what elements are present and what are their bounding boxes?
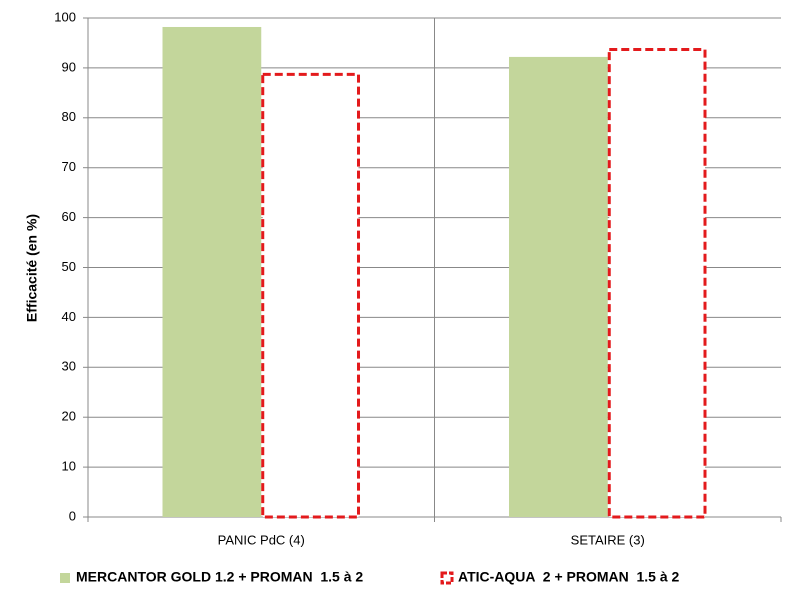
legend-swatch bbox=[440, 571, 454, 585]
y-tick-label: 100 bbox=[54, 9, 76, 24]
y-tick-label: 70 bbox=[62, 159, 76, 174]
y-tick-label: 20 bbox=[62, 409, 76, 424]
legend-label: MERCANTOR GOLD 1.2 + PROMAN 1.5 à 2 bbox=[76, 569, 363, 585]
bar bbox=[607, 47, 707, 519]
bar bbox=[508, 56, 608, 518]
bar bbox=[261, 72, 361, 519]
y-tick-label: 10 bbox=[62, 459, 76, 474]
y-tick-label: 40 bbox=[62, 309, 76, 324]
legend-swatch bbox=[60, 573, 70, 583]
x-tick-label: PANIC PdC (4) bbox=[218, 532, 305, 547]
y-tick-label: 90 bbox=[62, 59, 76, 74]
y-axis-label: Efficacité (en %) bbox=[24, 214, 40, 322]
y-tick-label: 80 bbox=[62, 109, 76, 124]
y-tick-label: 60 bbox=[62, 209, 76, 224]
x-tick-label: SETAIRE (3) bbox=[571, 532, 645, 547]
bar bbox=[162, 26, 262, 518]
y-tick-label: 0 bbox=[69, 508, 76, 523]
y-tick-label: 50 bbox=[62, 259, 76, 274]
y-tick-label: 30 bbox=[62, 359, 76, 374]
legend-label: ATIC-AQUA 2 + PROMAN 1.5 à 2 bbox=[458, 569, 680, 585]
